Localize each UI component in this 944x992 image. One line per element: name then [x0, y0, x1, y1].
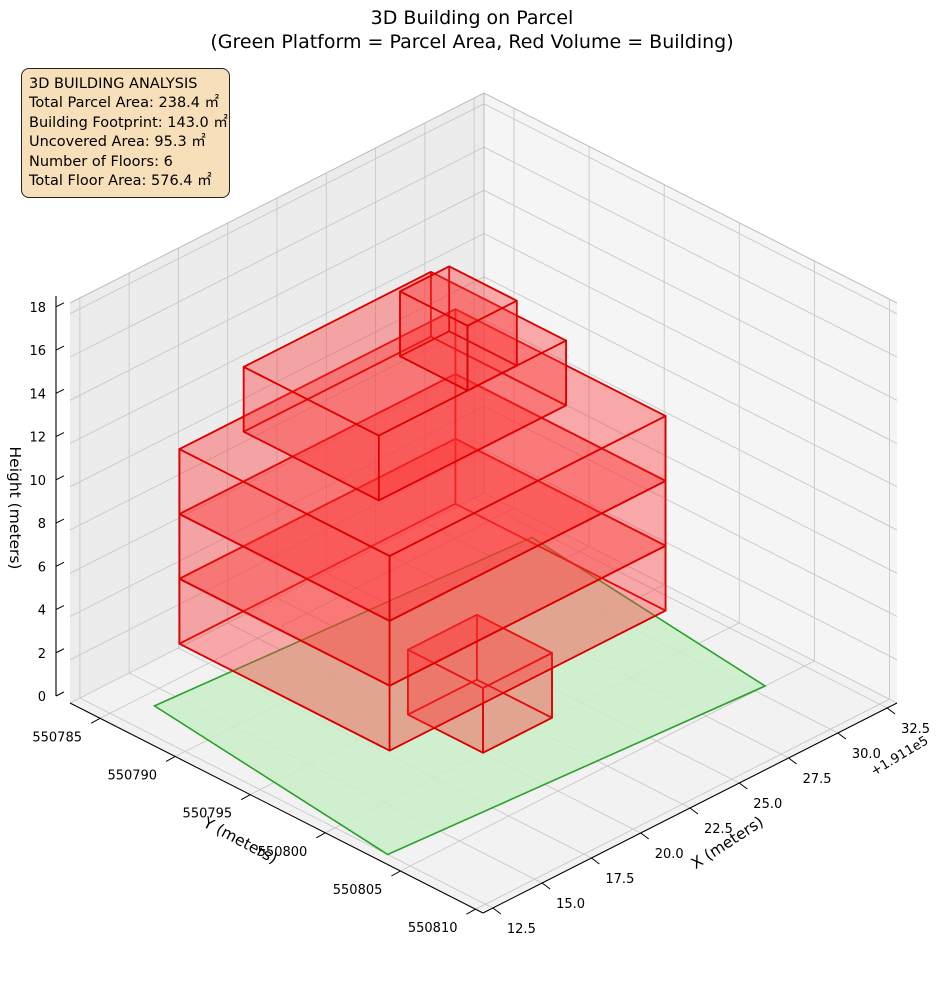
parcel-platform	[152, 536, 767, 856]
y-axis-line	[69, 702, 484, 914]
chart-title: 3D Building on Parcel (Green Platform = …	[0, 6, 944, 54]
x-tick-mark	[788, 757, 797, 765]
x-tick-label: 30.0	[852, 747, 881, 762]
y-tick-mark	[90, 717, 101, 724]
x-tick-mark	[689, 807, 699, 815]
x-tick-label: 27.5	[803, 772, 832, 787]
info-line-uncovered: Uncovered Area: 95.3 ㎡	[29, 134, 206, 151]
z-tick-mark	[55, 691, 65, 697]
z-axis-label: Height (meters)	[6, 447, 24, 570]
parcel-polygon	[152, 536, 767, 856]
z-tick-label: 0	[38, 690, 46, 705]
info-line-floor-area: Total Floor Area: 576.4 ㎡	[29, 173, 212, 190]
z-tick-mark	[55, 648, 65, 654]
z-tick-mark	[55, 432, 65, 437]
y-tick-mark	[391, 870, 401, 877]
x-tick-label: 22.5	[704, 822, 733, 837]
info-line-parcel-area: Total Parcel Area: 238.4 ㎡	[29, 95, 220, 112]
x-tick-label: 20.0	[655, 847, 684, 862]
floor-box-6	[399, 265, 518, 392]
z-tick-mark	[55, 605, 65, 610]
x-tick-mark	[492, 907, 502, 915]
z-tick-label: 12	[29, 431, 46, 446]
z-tick-label: 16	[29, 344, 46, 359]
floor-face	[407, 613, 553, 689]
y-tick-label: 550790	[107, 769, 157, 784]
y-tick-mark	[165, 756, 176, 762]
info-heading: 3D BUILDING ANALYSIS	[29, 76, 198, 92]
z-tick-label: 8	[38, 517, 46, 532]
y-tick-mark	[240, 794, 251, 801]
z-tick-label: 4	[38, 604, 46, 619]
chart-title-line1: 3D Building on Parcel	[370, 7, 574, 29]
x-tick-label: 17.5	[605, 872, 634, 887]
tick-labels: 12.5 15.0 17.5 20.0 22.5 25.0 27.5 30.0 32.5 5507…	[29, 301, 930, 937]
x-tick-label: 25.0	[753, 797, 782, 812]
z-tick-mark	[55, 388, 65, 394]
z-tick-label: 10	[29, 474, 46, 489]
info-line-floors: Number of Floors: 6	[29, 153, 173, 170]
chart-title-line2: (Green Platform = Parcel Area, Red Volum…	[210, 31, 734, 53]
z-tick-label: 18	[29, 301, 46, 316]
y-tick-label: 550805	[333, 883, 383, 898]
y-tick-label: 550795	[183, 807, 233, 822]
x-tick-label: 32.5	[901, 722, 930, 737]
floor-face	[399, 265, 518, 327]
x-tick-mark	[886, 707, 896, 715]
analysis-info-box: 3D BUILDING ANALYSIS Total Parcel Area: …	[21, 68, 230, 198]
y-tick-mark	[466, 908, 476, 915]
building-volume	[178, 265, 667, 754]
x-tick-label: 12.5	[507, 922, 536, 937]
right-back-pane	[484, 93, 897, 703]
y-tick-label: 550810	[408, 921, 458, 936]
x-tick-label: 15.0	[556, 897, 585, 912]
x-tick-mark	[738, 782, 748, 790]
floor-face	[178, 308, 667, 557]
y-axis-label: Y (meters)	[199, 813, 280, 867]
z-tick-mark	[55, 302, 65, 308]
z-tick-mark	[55, 345, 65, 351]
floor-box-4	[178, 308, 667, 622]
z-tick-mark	[55, 518, 65, 524]
y-tick-label: 550785	[32, 730, 82, 745]
floor-box-3	[178, 373, 667, 687]
floor-box-1	[407, 613, 553, 754]
z-tick-label: 2	[38, 647, 46, 662]
y-tick-label: 550800	[258, 845, 308, 860]
floor-box-2	[178, 437, 667, 752]
x-tick-mark	[640, 832, 650, 840]
x-tick-mark	[541, 882, 551, 890]
x-tick-mark	[837, 732, 847, 740]
z-tick-mark	[55, 475, 65, 481]
z-tick-label: 6	[38, 560, 46, 575]
x-tick-mark	[591, 857, 600, 865]
info-line-footprint: Building Footprint: 143.0 ㎡	[29, 114, 228, 131]
z-tick-label: 14	[29, 387, 46, 402]
z-tick-mark	[55, 561, 65, 567]
y-tick-mark	[316, 832, 326, 839]
